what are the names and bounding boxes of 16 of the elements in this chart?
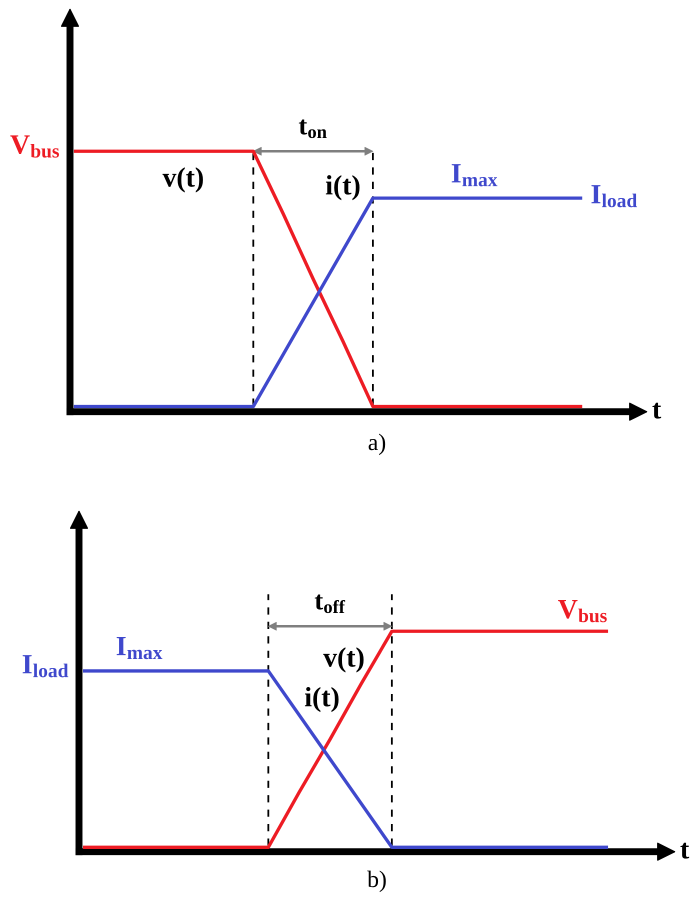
text: V$_{bus}$	[558, 600, 607, 622]
series-label: v(t)	[162, 167, 203, 192]
series-label: i(t)	[326, 175, 360, 200]
series-label: i(t)	[304, 686, 339, 712]
annotation: I$_{max}$	[452, 164, 498, 186]
annotation: I$_{load}$	[22, 655, 68, 678]
text: t$_{on}$	[298, 119, 327, 138]
x-axis-title: t	[652, 402, 662, 419]
text: t$_{off}$	[314, 594, 346, 614]
x-axis-title: t	[680, 842, 690, 859]
text: b)	[367, 870, 386, 892]
annotation: V$_{bus}$	[10, 135, 60, 158]
annotation: I$_{max}$	[116, 636, 162, 660]
text: a)	[368, 434, 386, 456]
annotation: I$_{load}$	[591, 185, 638, 208]
series-label: v(t)	[323, 647, 364, 673]
